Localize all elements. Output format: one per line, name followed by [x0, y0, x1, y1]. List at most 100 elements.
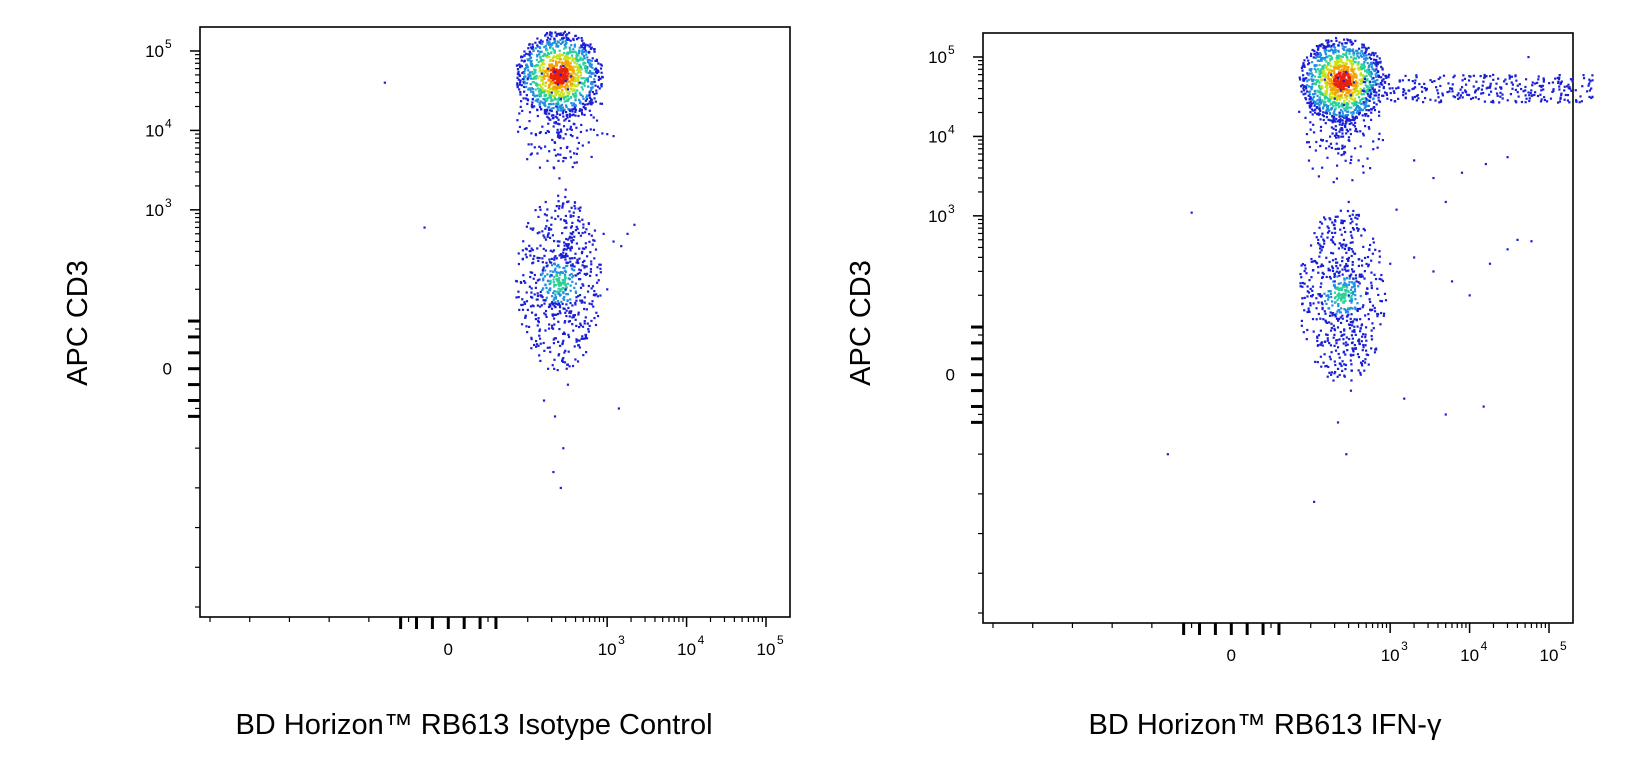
data-point [1334, 220, 1337, 223]
data-point [1320, 85, 1323, 88]
data-point [1352, 57, 1355, 60]
data-point [564, 60, 567, 63]
data-point [1477, 87, 1480, 90]
data-point [1356, 325, 1359, 328]
data-point [1326, 85, 1329, 88]
data-point [584, 231, 587, 234]
data-point [558, 205, 561, 208]
data-point [1365, 74, 1368, 77]
data-point [1339, 108, 1343, 112]
data-point [545, 112, 548, 115]
data-point [1302, 93, 1305, 96]
data-point [572, 75, 575, 78]
data-point [1543, 98, 1546, 102]
data-point [1302, 63, 1305, 66]
data-point [531, 97, 534, 101]
data-point [1321, 232, 1324, 235]
data-point [1357, 113, 1361, 116]
data-point [524, 97, 528, 100]
data-point [534, 286, 537, 289]
data-point [1369, 167, 1372, 170]
data-point [1318, 70, 1321, 73]
data-point [571, 104, 574, 107]
data-point [591, 300, 594, 303]
data-point [1371, 87, 1374, 90]
data-point [560, 359, 564, 362]
data-point [1303, 77, 1306, 80]
data-point [543, 110, 547, 113]
data-point [1344, 78, 1347, 81]
data-point [1348, 246, 1351, 250]
data-point [1372, 97, 1375, 100]
data-point [1379, 61, 1382, 64]
data-point [1346, 349, 1349, 352]
data-point [1305, 338, 1308, 341]
data-point [596, 70, 599, 73]
data-point [1344, 368, 1347, 371]
data-point [524, 316, 527, 319]
data-point [572, 211, 575, 214]
data-point [563, 244, 566, 247]
data-point [568, 278, 572, 281]
data-point [1377, 61, 1381, 64]
data-point [576, 227, 579, 230]
data-point [1345, 288, 1348, 292]
data-point [555, 98, 558, 101]
data-point [561, 76, 564, 79]
data-point [1350, 254, 1353, 258]
data-point [526, 102, 529, 106]
data-point [547, 305, 551, 309]
data-point [579, 130, 583, 134]
data-point [1313, 89, 1316, 93]
data-point [552, 291, 555, 295]
data-point [1327, 62, 1330, 66]
data-point [591, 86, 594, 89]
data-point [573, 152, 576, 155]
data-point [550, 223, 553, 226]
data-point [590, 234, 593, 237]
data-point [1321, 57, 1324, 60]
data-point [524, 253, 527, 256]
data-point [1350, 334, 1354, 337]
data-point [1325, 256, 1328, 259]
data-point [536, 44, 539, 47]
data-point [573, 80, 576, 83]
data-point [591, 285, 595, 288]
data-point [1355, 101, 1359, 104]
data-point [1344, 72, 1348, 76]
data-point [540, 85, 543, 89]
data-point [570, 95, 573, 99]
data-point [546, 72, 549, 75]
data-point [588, 90, 592, 93]
data-point [563, 279, 566, 282]
data-point [1344, 74, 1347, 77]
data-point [1344, 344, 1347, 347]
data-point [1379, 82, 1382, 85]
data-point [1337, 152, 1340, 155]
data-point [552, 79, 555, 82]
data-point [1361, 89, 1364, 92]
data-point [1491, 100, 1494, 103]
data-point [530, 60, 533, 63]
data-point [1474, 96, 1477, 99]
data-point [571, 280, 574, 283]
data-point [542, 82, 545, 85]
data-point [1344, 159, 1347, 162]
data-point [1324, 81, 1327, 84]
y-tick-label: 10 [145, 201, 164, 220]
data-point [525, 256, 528, 259]
data-point [562, 307, 565, 310]
data-point [1328, 371, 1331, 374]
data-point [1359, 87, 1362, 90]
data-point [518, 125, 522, 129]
data-point [565, 237, 568, 241]
data-point [521, 71, 524, 75]
data-point [520, 303, 523, 307]
data-point [540, 70, 544, 73]
data-point [1350, 92, 1353, 96]
data-point [566, 293, 569, 296]
data-point [1373, 101, 1376, 104]
data-point [1339, 282, 1342, 285]
data-point [588, 71, 591, 74]
data-point [558, 84, 561, 88]
